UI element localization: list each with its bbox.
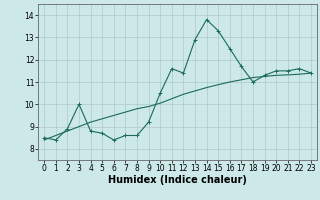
- X-axis label: Humidex (Indice chaleur): Humidex (Indice chaleur): [108, 175, 247, 185]
